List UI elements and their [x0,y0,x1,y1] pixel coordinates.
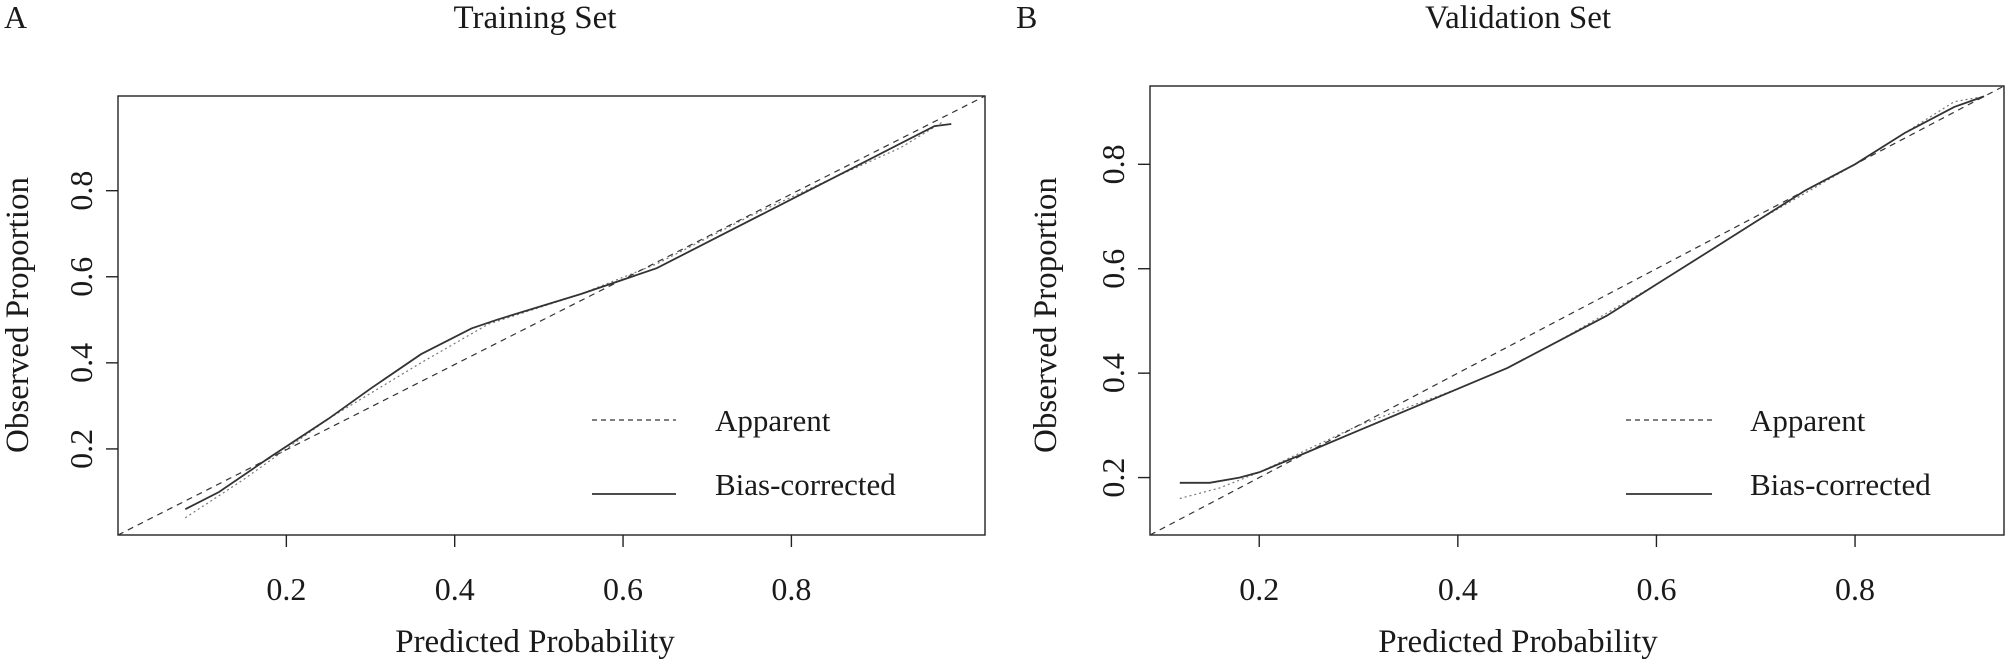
plot-frame [1149,85,2005,536]
y-axis-label: Observed Proportion [1028,177,1064,453]
panel-letter: B [1016,0,1037,35]
y-tick-label: 0.8 [63,171,99,211]
panel-letter: A [4,0,27,35]
legend-label-apparent: Apparent [715,403,831,438]
x-tick-label: 0.2 [1239,571,1279,607]
chart-title: Training Set [454,0,617,36]
x-tick-label: 0.2 [266,571,306,607]
x-tick-label: 0.8 [1835,571,1875,607]
x-tick-label: 0.6 [603,571,643,607]
chart-panel-a: A Training Set 0.2 0.4 0.6 0.8 0.2 0.4 0.6 0.8 Pre… [0,0,986,660]
plot-frame [117,95,986,536]
series-line-apparent [1179,95,1985,500]
series-line-ideal [117,95,986,536]
y-tick-label: 0.6 [1095,249,1131,289]
x-tick-label: 0.8 [771,571,811,607]
x-axis-label: Predicted Probability [1378,624,1658,660]
y-tick-label: 0.8 [1095,144,1131,184]
y-tick-label: 0.4 [63,343,99,383]
y-tick-label: 0.6 [63,257,99,297]
x-tick-label: 0.4 [1438,571,1478,607]
legend-label-bias-corrected: Bias-corrected [715,467,896,502]
x-tick-label: 0.6 [1636,571,1676,607]
chart-title: Validation Set [1425,0,1611,36]
x-tick-label: 0.4 [435,571,475,607]
legend-label-apparent: Apparent [1750,403,1866,438]
legend-label-bias-corrected: Bias-corrected [1750,467,1931,502]
y-tick-label: 0.2 [1095,458,1131,498]
series-line-bias-corrected [184,123,952,511]
series-line-apparent [184,121,944,519]
series-line-ideal [1149,85,2005,536]
y-tick-label: 0.2 [63,429,99,469]
y-axis-label: Observed Proportion [0,177,36,453]
y-tick-label: 0.4 [1095,353,1131,393]
x-axis-label: Predicted Probability [395,624,675,660]
chart-panel-b: B Validation Set 0.2 0.4 0.6 0.8 0.2 0.4 0.6 0.8 P… [1016,0,2005,660]
